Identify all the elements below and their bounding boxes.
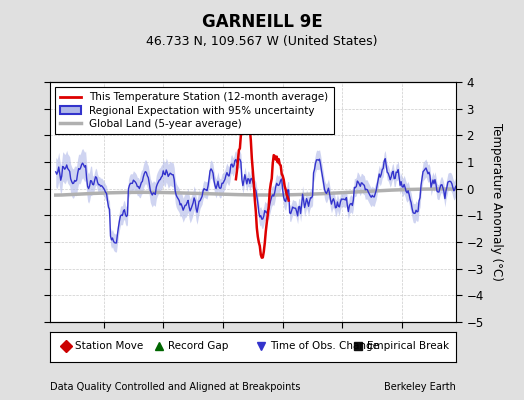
Text: Empirical Break: Empirical Break xyxy=(367,341,450,351)
Text: Time of Obs. Change: Time of Obs. Change xyxy=(270,341,379,351)
Text: Data Quality Controlled and Aligned at Breakpoints: Data Quality Controlled and Aligned at B… xyxy=(50,382,300,392)
Legend: This Temperature Station (12-month average), Regional Expectation with 95% uncer: This Temperature Station (12-month avera… xyxy=(55,87,334,134)
Text: Berkeley Earth: Berkeley Earth xyxy=(384,382,456,392)
Text: 46.733 N, 109.567 W (United States): 46.733 N, 109.567 W (United States) xyxy=(146,36,378,48)
Text: GARNEILL 9E: GARNEILL 9E xyxy=(202,13,322,31)
Text: Record Gap: Record Gap xyxy=(168,341,229,351)
Text: Station Move: Station Move xyxy=(75,341,143,351)
Y-axis label: Temperature Anomaly (°C): Temperature Anomaly (°C) xyxy=(490,123,503,281)
